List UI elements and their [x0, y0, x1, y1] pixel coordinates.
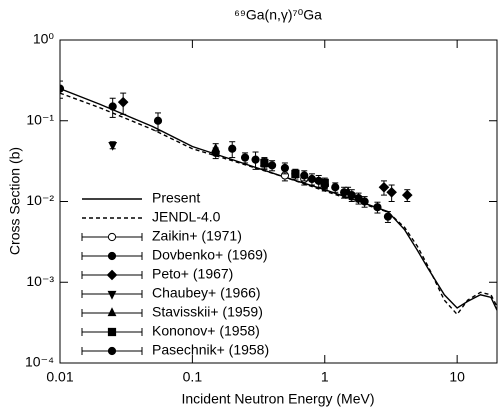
x-tick-label: 10 [449, 369, 465, 385]
legend-marker [107, 251, 117, 261]
legend: Present JENDL-4.0 Zaikin+ (1971) Dovbenko+ … [81, 190, 269, 358]
legend-label: Stavisskii+ (1959) [152, 304, 263, 320]
x-tick-label: 1 [321, 369, 329, 385]
marker [386, 186, 397, 198]
marker [267, 161, 277, 170]
marker [117, 96, 129, 108]
marker [360, 197, 369, 206]
y-tick-label: 10⁻³ [26, 273, 54, 289]
legend-marker [107, 290, 117, 300]
legend-marker [106, 269, 118, 281]
x-tick-label: 0.01 [46, 369, 73, 385]
x-axis-label: Incident Neutron Energy (MeV) [182, 391, 375, 407]
legend-marker [107, 232, 117, 242]
marker [331, 183, 340, 192]
y-tick-label: 10⁰ [33, 31, 55, 47]
marker [280, 163, 290, 173]
legend-label: Dovbenko+ (1969) [152, 247, 268, 263]
legend-label: Pasechnik+ (1958) [152, 342, 269, 358]
marker [251, 155, 260, 164]
y-tick-label: 10⁻¹ [26, 111, 54, 127]
legend-label: Kononov+ (1958) [152, 323, 260, 339]
marker [401, 189, 413, 201]
marker [153, 116, 163, 125]
legend-label: Zaikin+ (1971) [152, 228, 242, 244]
marker [108, 102, 117, 111]
legend-marker [107, 307, 117, 317]
marker [60, 84, 65, 93]
legend-label: Present [152, 190, 200, 206]
marker [240, 153, 250, 162]
legend-label: Chaubey+ (1966) [152, 285, 261, 301]
marker [108, 141, 118, 151]
plot-frame [59, 39, 498, 364]
y-tick-label: 10⁻² [26, 192, 54, 208]
marker [300, 171, 309, 180]
marker [383, 212, 393, 221]
marker [343, 186, 353, 196]
y-axis-label: Cross Section (b) [7, 147, 23, 255]
legend-marker [107, 327, 117, 337]
marker [378, 181, 390, 193]
marker [307, 174, 317, 184]
marker [291, 169, 300, 178]
legend-label: Peto+ (1967) [152, 266, 233, 282]
marker [211, 143, 221, 152]
plot-area [60, 80, 497, 316]
y-tick-label: 10⁻⁴ [25, 354, 54, 370]
marker [373, 203, 382, 212]
marker [354, 194, 363, 203]
legend-marker [107, 346, 117, 356]
marker [260, 158, 269, 168]
marker [228, 144, 237, 153]
x-tick-label: 0.1 [183, 369, 203, 385]
series-line [60, 92, 497, 316]
marker [320, 178, 329, 187]
chart-title: ⁶⁹Ga(n,γ)⁷⁰Ga [234, 7, 322, 23]
series-line [60, 87, 497, 311]
legend-label: JENDL-4.0 [152, 209, 221, 225]
